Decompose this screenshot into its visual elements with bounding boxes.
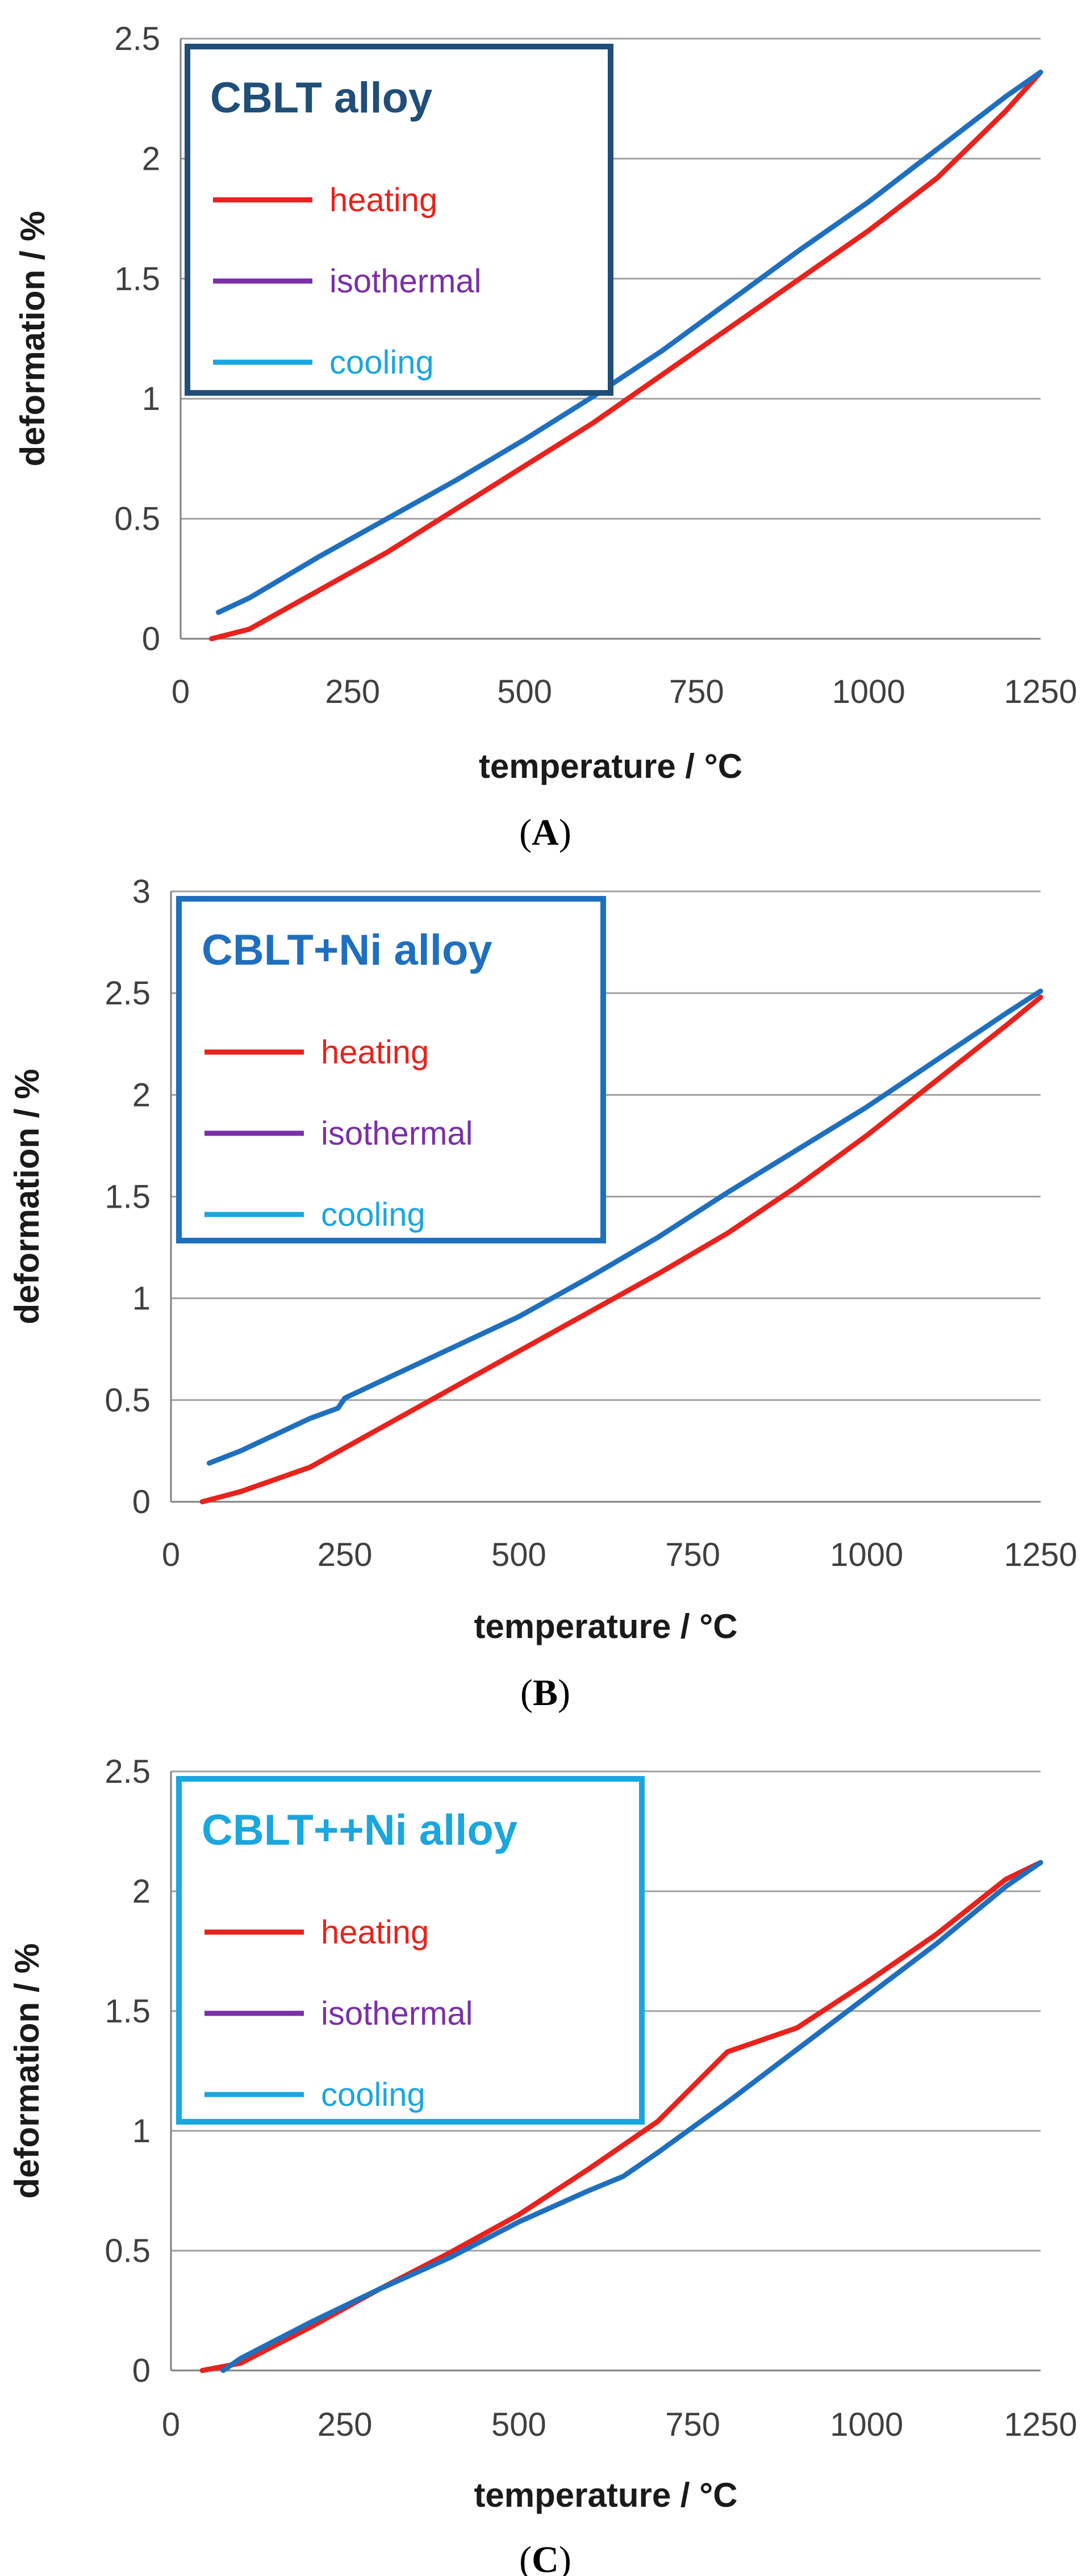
y-tick-label: 3 — [132, 873, 151, 910]
x-tick-label: 500 — [491, 1536, 546, 1573]
y-tick-label: 0 — [132, 1484, 151, 1521]
legend-label-heating: heating — [321, 1034, 429, 1071]
chart-panel-a: 0 0.5 1 1.5 2 2.5 0 250 500 750 1000 1250 temperatur… — [14, 20, 1078, 853]
legend: CBLT+Ni alloy heating isothermal cooling — [176, 896, 606, 1243]
y-tick-label: 0 — [142, 621, 160, 657]
legend-title: CBLT++Ni alloy — [202, 1806, 517, 1854]
x-tick-label: 1000 — [832, 673, 905, 710]
x-tick-label: 500 — [497, 673, 552, 710]
legend-title: CBLT+Ni alloy — [202, 926, 492, 974]
legend-label-isothermal: isothermal — [329, 263, 482, 300]
series-line-heating — [209, 69, 1043, 642]
caption-letter: B — [533, 1672, 558, 1714]
panel-caption: (A) — [519, 812, 571, 853]
caption-open: ( — [519, 812, 532, 853]
panel-caption: (B) — [520, 1672, 570, 1714]
y-tick-label: 2 — [132, 1873, 151, 1910]
y-axis-title: deformation / % — [8, 1943, 46, 2198]
x-tick-label: 0 — [162, 1536, 180, 1573]
y-tick-label: 2 — [142, 140, 160, 177]
y-tick-label: 1.5 — [105, 1993, 151, 2030]
chart-panel-b: 0 0.5 1 1.5 2 2.5 3 0 250 500 750 1000 1250 temperatu… — [8, 873, 1078, 1714]
y-tick-label: 2.5 — [105, 975, 151, 1012]
y-tick-label: 1 — [142, 380, 160, 417]
chart-panel-c: 0 0.5 1 1.5 2 2.5 0 250 500 750 1000 1250 temperatur… — [8, 1753, 1078, 2576]
legend-label-heating: heating — [329, 182, 437, 219]
x-tick-label: 1000 — [830, 2406, 903, 2443]
x-axis-title: temperature / °C — [479, 747, 742, 785]
y-tick-label: 0.5 — [105, 1382, 151, 1419]
legend-box — [176, 1776, 645, 2125]
y-tick-label: 1.5 — [105, 1179, 151, 1216]
caption-letter: C — [532, 2539, 559, 2576]
y-tick-label: 1 — [132, 1280, 151, 1317]
series-line-heating — [199, 994, 1043, 1505]
y-axis-title: deformation / % — [14, 211, 52, 466]
series-line-cooling — [206, 988, 1043, 1466]
series-line-cooling — [216, 69, 1043, 615]
legend-label-isothermal: isothermal — [321, 1115, 473, 1152]
x-tick-label: 250 — [325, 673, 380, 710]
x-tick-label: 750 — [665, 1536, 720, 1573]
caption-close: ) — [558, 1672, 570, 1714]
x-tick-label: 1250 — [1004, 673, 1077, 710]
legend-label-cooling: cooling — [321, 1196, 425, 1233]
legend-box — [176, 896, 606, 1243]
x-axis-title: temperature / °C — [474, 2476, 737, 2514]
caption-open: ( — [520, 1672, 533, 1714]
series-line-heating — [199, 1859, 1043, 2373]
x-tick-label: 0 — [172, 673, 190, 710]
y-tick-label: 2.5 — [114, 20, 160, 57]
y-tick-label: 0.5 — [114, 501, 160, 538]
legend: CBLT alloy heating isothermal cooling — [185, 44, 613, 396]
x-axis-title: temperature / °C — [474, 1607, 737, 1645]
y-axis-title: deformation / % — [8, 1069, 46, 1324]
x-tick-label: 750 — [665, 2406, 720, 2443]
series-line-cooling — [220, 1859, 1043, 2373]
legend: CBLT++Ni alloy heating isothermal cooling — [176, 1776, 645, 2125]
x-tick-label: 1250 — [1004, 2406, 1077, 2443]
x-tick-label: 1000 — [830, 1536, 903, 1573]
x-tick-label: 0 — [162, 2406, 180, 2443]
legend-box — [185, 44, 613, 396]
y-tick-label: 0.5 — [105, 2232, 151, 2269]
y-tick-label: 1 — [132, 2113, 151, 2150]
x-tick-label: 750 — [669, 673, 724, 710]
legend-label-heating: heating — [321, 1914, 429, 1951]
caption-open: ( — [519, 2539, 532, 2576]
caption-letter: A — [532, 812, 559, 853]
caption-close: ) — [559, 2539, 571, 2576]
y-tick-label: 1.5 — [114, 261, 160, 298]
legend-label-isothermal: isothermal — [321, 1995, 473, 2032]
caption-close: ) — [559, 812, 571, 853]
x-tick-label: 500 — [491, 2406, 546, 2443]
x-tick-label: 1250 — [1004, 1536, 1077, 1573]
legend-label-cooling: cooling — [329, 344, 434, 381]
y-tick-label: 0 — [132, 2352, 151, 2389]
y-tick-label: 2 — [132, 1077, 151, 1113]
legend-title: CBLT alloy — [210, 74, 432, 122]
x-tick-label: 250 — [318, 2406, 373, 2443]
legend-label-cooling: cooling — [321, 2076, 425, 2113]
panel-caption: (C) — [519, 2539, 571, 2576]
x-tick-label: 250 — [318, 1536, 373, 1573]
y-tick-label: 2.5 — [105, 1753, 151, 1790]
